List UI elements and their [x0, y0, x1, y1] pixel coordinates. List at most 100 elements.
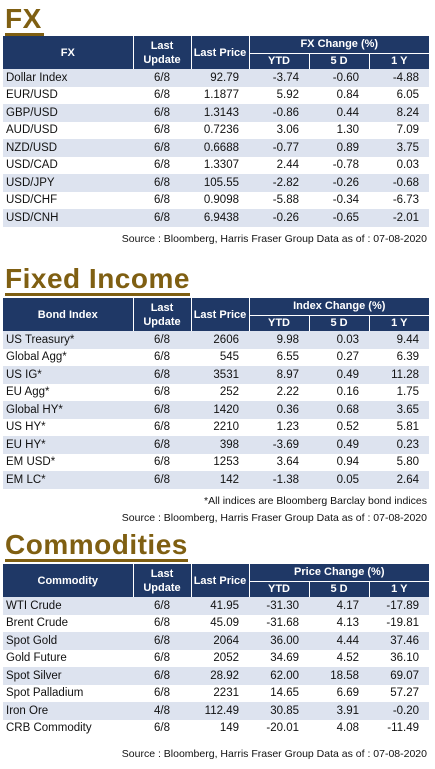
fx-cell-last-price: 92.79	[191, 69, 249, 87]
fx-cell-name: EUR/USD	[6, 89, 58, 102]
fixed-income-cell-last-price: 1420	[191, 401, 249, 419]
fx-cell-last-price: 1.1877	[203, 89, 239, 102]
fixed-income-cell-name: US Treasury*	[3, 331, 133, 349]
fx-row: AUD/USD 6/8 0.7236 3.06 1.30 7.09	[3, 122, 429, 140]
fx-cell-5d: 0.44	[309, 104, 369, 122]
fixed-income-cell-ytd: 8.97	[249, 366, 309, 384]
commodities-table: Commodity Last Update Last Price Price C…	[3, 564, 430, 738]
fx-header-1y: 1 Y	[369, 52, 430, 69]
fx-cell-last-update: 6/8	[154, 194, 170, 207]
commodities-row: Spot Gold 6/8 2064 36.00 4.44 37.46	[3, 632, 430, 650]
commodities-cell-last-price: 2052	[213, 652, 239, 665]
commodities-cell-last-update: 6/8	[154, 687, 170, 700]
fx-cell-1y: 8.24	[369, 104, 430, 122]
fixed-income-cell-ytd: 0.36	[249, 401, 309, 419]
commodities-cell-ytd: -31.30	[249, 597, 309, 615]
fixed-income-cell-last-update: 6/8	[133, 471, 191, 489]
commodities-cell-last-update: 6/8	[154, 617, 170, 630]
fx-cell-ytd: 5.92	[276, 89, 299, 102]
fixed-income-row: EU Agg* 6/8 252 2.22 0.16 1.75	[3, 384, 429, 402]
fx-row: USD/JPY 6/8 105.55 -2.82 -0.26 -0.68	[3, 174, 430, 192]
fi-header-index: Bond Index	[3, 298, 134, 331]
fx-cell-5d: -0.65	[309, 209, 369, 227]
fx-cell-1y: 6.05	[396, 89, 420, 102]
fx-header-last-update: Last Update	[133, 36, 192, 69]
fx-cell-5d: -0.26	[309, 174, 369, 192]
fixed-income-cell-5d: 0.49	[309, 366, 369, 384]
fixed-income-cell-last-price: 2606	[191, 331, 249, 349]
commodities-cell-last-update: 6/8	[133, 632, 191, 650]
fixed-income-row: US HY* 6/8 2210 1.23 0.52 5.81	[3, 419, 429, 437]
fx-cell-last-update: 6/8	[133, 69, 191, 87]
fixed-income-row: Global Agg* 6/8 545 6.55 0.27 6.39	[3, 349, 429, 367]
fx-cell-name: AUD/USD	[6, 124, 58, 137]
commodities-row: Iron Ore 4/8 112.49 30.85 3.91 -0.20	[3, 702, 430, 720]
commodities-cell-name: Gold Future	[6, 652, 67, 665]
commodities-header-last-update: Last Update	[133, 564, 192, 597]
commodities-cell-5d: 3.91	[309, 702, 369, 720]
fx-cell-5d: 1.30	[336, 124, 359, 137]
fixed-income-cell-5d: 0.27	[336, 351, 359, 364]
commodities-row: Gold Future 6/8 2052 34.69 4.52 36.10	[3, 650, 429, 668]
fx-cell-ytd: 2.44	[276, 159, 299, 172]
commodities-cell-last-price: 28.92	[191, 667, 249, 685]
fixed-income-cell-last-update: 6/8	[133, 331, 191, 349]
fixed-income-cell-last-price: 3531	[191, 366, 249, 384]
fixed-income-cell-1y: 1.75	[396, 386, 420, 399]
fixed-income-row: Global HY* 6/8 1420 0.36 0.68 3.65	[3, 401, 430, 419]
commodities-cell-name: Spot Gold	[3, 632, 133, 650]
commodities-cell-ytd: 30.85	[249, 702, 309, 720]
commodities-header-last-price: Last Price	[191, 564, 250, 597]
fx-table: FX Last Update Last Price FX Change (%) …	[3, 36, 430, 227]
fx-cell-name: USD/JPY	[3, 174, 133, 192]
fixed-income-cell-name: EU Agg*	[6, 386, 50, 399]
fixed-income-cell-ytd: -1.38	[249, 471, 309, 489]
fx-section-title: FX	[5, 3, 44, 36]
fixed-income-cell-5d: 0.94	[336, 456, 359, 469]
fx-cell-name: USD/CHF	[6, 194, 58, 207]
fx-cell-last-price: 105.55	[191, 174, 249, 192]
fx-cell-last-update: 6/8	[154, 124, 170, 137]
commodities-cell-ytd: 62.00	[249, 667, 309, 685]
fixed-income-row: EM USD* 6/8 1253 3.64 0.94 5.80	[3, 454, 429, 472]
commodities-cell-name: Brent Crude	[6, 617, 69, 630]
fx-row: Dollar Index 6/8 92.79 -3.74 -0.60 -4.88	[3, 69, 430, 87]
fx-cell-last-price: 6.9438	[191, 209, 249, 227]
fixed-income-cell-5d: 0.49	[309, 436, 369, 454]
commodities-section-title: Commodities	[5, 529, 188, 562]
fixed-income-section-title: Fixed Income	[5, 263, 190, 296]
fixed-income-note: *All indices are Bloomberg Barclay bond …	[204, 495, 427, 507]
fixed-income-cell-name: Global HY*	[3, 401, 133, 419]
fx-cell-1y: 0.03	[396, 159, 420, 172]
fx-cell-1y: -0.68	[369, 174, 430, 192]
commodities-row: Brent Crude 6/8 45.09 -31.68 4.13 -19.81	[3, 615, 429, 633]
commodities-header-index: Commodity	[3, 564, 134, 597]
fx-row: USD/CAD 6/8 1.3307 2.44 -0.78 0.03	[3, 157, 429, 175]
fixed-income-cell-5d: 0.68	[309, 401, 369, 419]
commodities-cell-ytd: -31.68	[266, 617, 299, 630]
commodities-cell-last-price: 41.95	[191, 597, 249, 615]
fx-header-5d: 5 D	[309, 52, 370, 69]
fixed-income-row: US IG* 6/8 3531 8.97 0.49 11.28	[3, 366, 430, 384]
fixed-income-cell-1y: 0.23	[369, 436, 430, 454]
commodities-cell-ytd: -20.01	[266, 722, 299, 735]
commodities-cell-last-update: 4/8	[133, 702, 191, 720]
fixed-income-cell-last-price: 2210	[213, 421, 239, 434]
fixed-income-cell-name: EU HY*	[3, 436, 133, 454]
fixed-income-cell-last-update: 6/8	[154, 386, 170, 399]
fx-row: EUR/USD 6/8 1.1877 5.92 0.84 6.05	[3, 87, 429, 105]
commodities-cell-last-update: 6/8	[154, 652, 170, 665]
fx-cell-last-update: 6/8	[133, 209, 191, 227]
fx-cell-name: USD/CAD	[6, 159, 58, 172]
fx-cell-5d: 0.89	[309, 139, 369, 157]
fixed-income-cell-last-update: 6/8	[154, 456, 170, 469]
commodities-row: Spot Palladium 6/8 2231 14.65 6.69 57.27	[3, 685, 429, 703]
fixed-income-row: EM LC* 6/8 142 -1.38 0.05 2.64	[3, 471, 430, 489]
fx-cell-1y: 7.09	[396, 124, 420, 137]
commodities-row: CRB Commodity 6/8 149 -20.01 4.08 -11.49	[3, 720, 429, 738]
fi-header-ytd: YTD	[249, 314, 310, 331]
fixed-income-cell-name: Global Agg*	[6, 351, 67, 364]
fi-header-5d: 5 D	[309, 314, 370, 331]
fx-cell-1y: -4.88	[369, 69, 430, 87]
